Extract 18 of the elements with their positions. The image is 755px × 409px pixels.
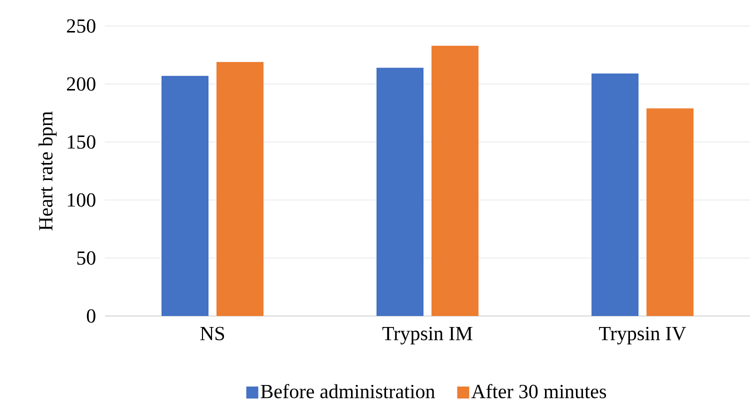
legend-label: Before administration [260, 384, 435, 398]
bar [376, 68, 424, 316]
y-tick-label: 250 [67, 19, 96, 33]
y-tick-label: 100 [68, 193, 96, 207]
y-axis-title: Heart rate bpm [38, 111, 57, 230]
bar [432, 46, 479, 316]
y-tick-label: 200 [67, 77, 96, 91]
bar [592, 74, 639, 316]
bar [162, 76, 208, 316]
x-tick-label: NS [200, 326, 224, 340]
x-tick-label: Trypsin IM [382, 326, 472, 344]
x-tick-label: Trypsin IV [599, 326, 686, 344]
y-tick-label: 150 [68, 135, 96, 149]
y-tick-label: 0 [86, 309, 96, 323]
bar [646, 108, 694, 316]
legend-label: After 30 minutes [471, 384, 606, 398]
y-tick-label: 50 [77, 251, 96, 265]
bar [216, 62, 264, 316]
